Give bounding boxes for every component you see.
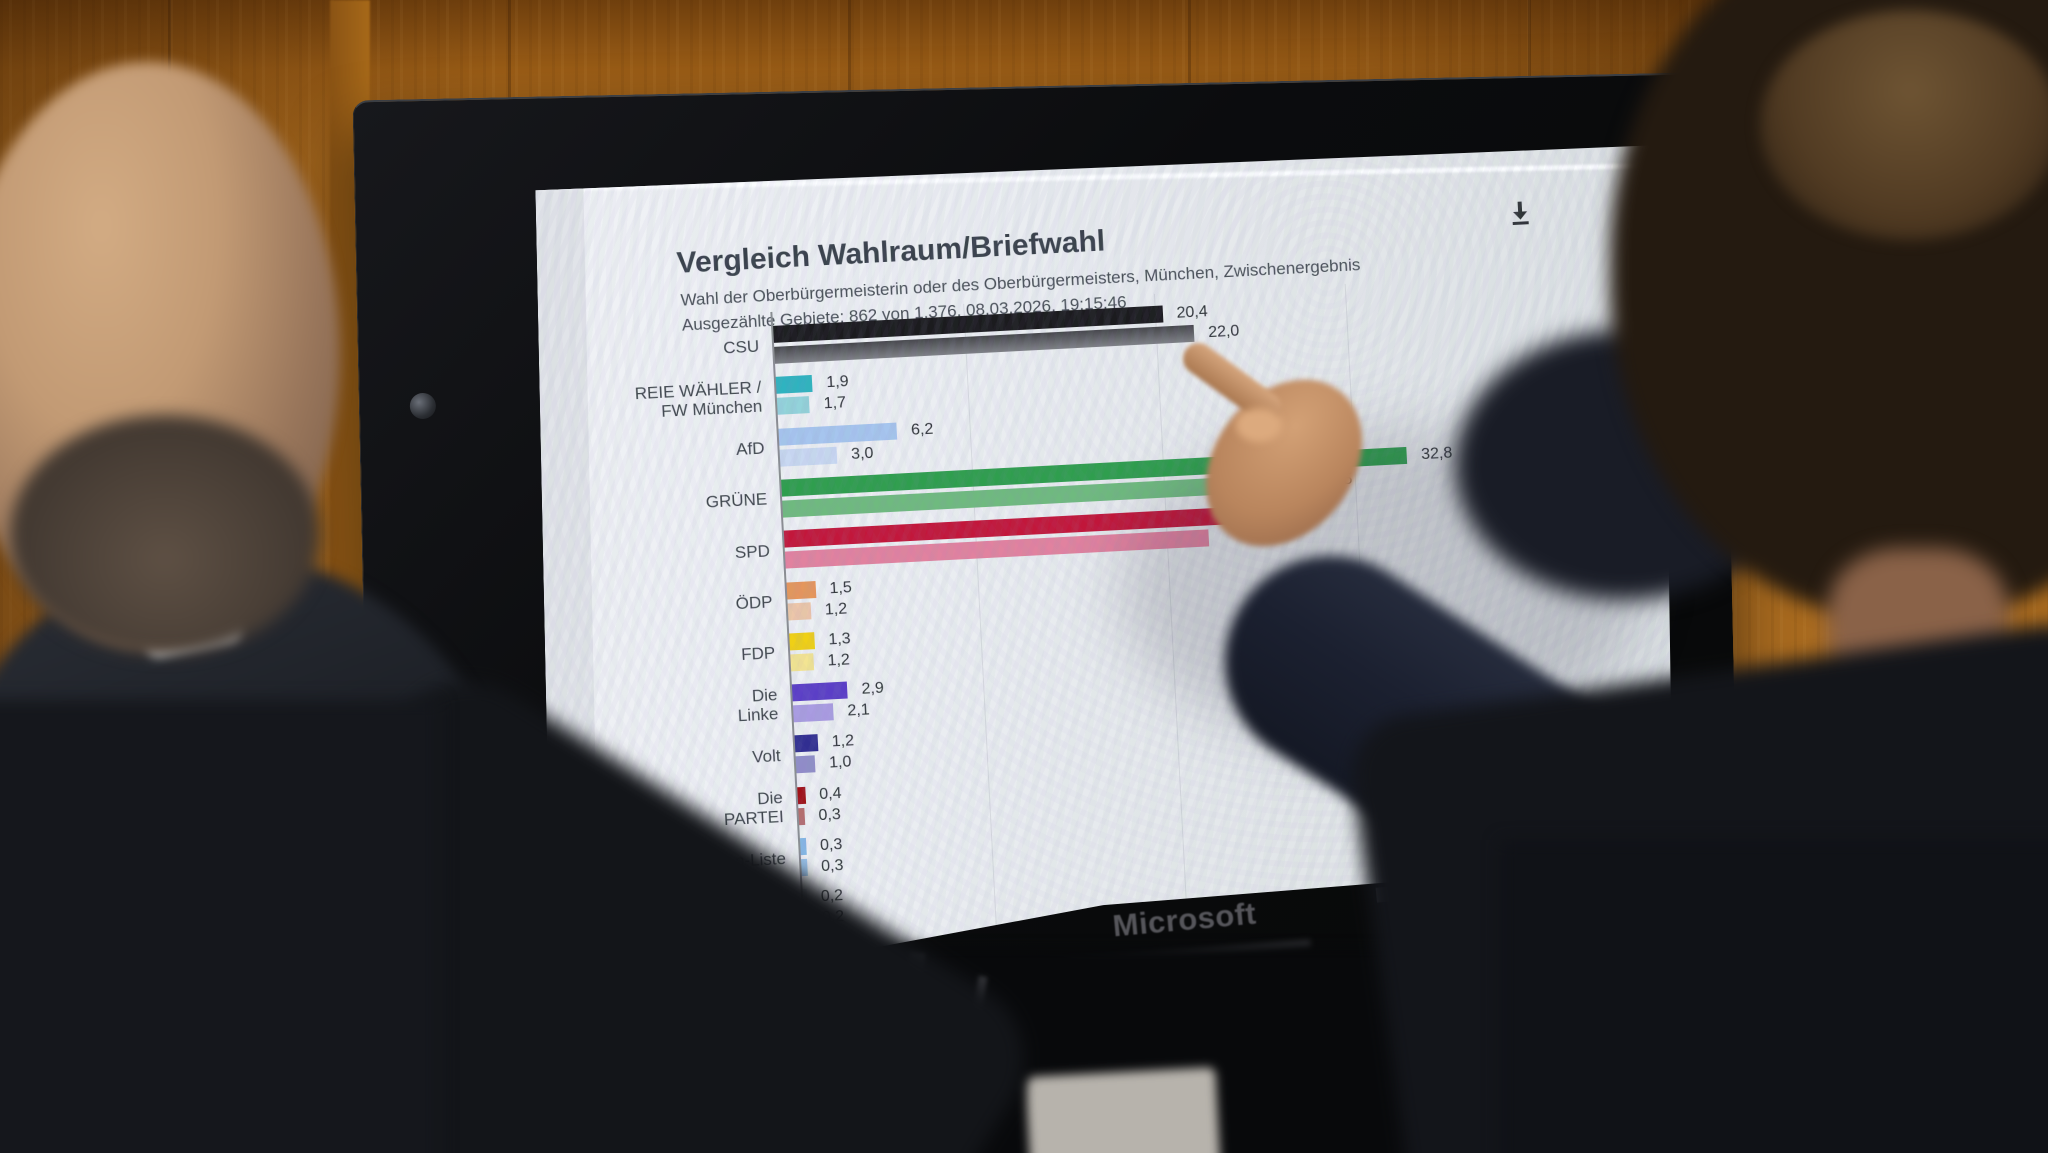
bar xyxy=(790,653,814,671)
bar-value-label: 1,2 xyxy=(827,651,851,670)
bar-value-label: 1,9 xyxy=(825,373,850,392)
bar xyxy=(778,422,897,445)
bar xyxy=(801,859,808,876)
bar-value-label: 2,9 xyxy=(861,679,885,698)
bar xyxy=(776,375,813,394)
bar-value-label: 1,2 xyxy=(831,732,855,751)
party-label: Die Linke xyxy=(737,685,779,726)
surface-hub-monitor: Vergleich Wahlraum/Briefwahl Wahl der Ob… xyxy=(352,71,1741,1027)
party-label: CSU xyxy=(722,336,760,358)
bar-value-label: 0,3 xyxy=(818,805,842,824)
person-left-jacket xyxy=(0,700,440,1153)
bar xyxy=(792,682,848,702)
bar-chart: Vergleich Wahlraum/Briefwahl Wahl der Ob… xyxy=(522,128,1692,1022)
bar-value-label: 22,0 xyxy=(1207,322,1240,342)
bar-value-label: 1,2 xyxy=(824,599,848,619)
table-surface xyxy=(1025,1067,1221,1153)
download-icon[interactable] xyxy=(1504,196,1536,228)
hand-knuckle xyxy=(1236,408,1282,442)
bar xyxy=(795,735,819,753)
party-label: REIE WÄHLER / FW München xyxy=(634,377,763,422)
camera-icon xyxy=(409,392,437,420)
party-label: FDP xyxy=(740,643,776,665)
bar xyxy=(789,632,815,650)
bar-value-label: 20,4 xyxy=(1176,303,1209,322)
bar-value-label: 2,1 xyxy=(846,701,871,720)
bar-value-label: 1,7 xyxy=(823,394,847,413)
person-left-hair xyxy=(10,415,320,655)
bar-value-label: 1,5 xyxy=(829,578,853,597)
party-label: ÖDP xyxy=(735,592,774,614)
bar xyxy=(798,808,805,825)
bar xyxy=(797,787,806,804)
party-label: SPD xyxy=(734,541,771,562)
bar-value-label: 1,0 xyxy=(828,753,852,772)
bar xyxy=(793,703,834,722)
bar-value-label: 0,3 xyxy=(820,856,844,876)
bar-value-label: 0,3 xyxy=(819,835,843,855)
display-screen: Vergleich Wahlraum/Briefwahl Wahl der Ob… xyxy=(535,145,1680,1004)
bar-value-label: 6,2 xyxy=(910,420,934,439)
party-label: GRÜNE xyxy=(705,489,768,513)
bar xyxy=(800,838,807,855)
person-right-torso xyxy=(1500,840,2048,1153)
bar-value-label: 0,4 xyxy=(818,784,842,803)
bar xyxy=(780,446,838,466)
person-right-hair xyxy=(1760,10,2048,240)
bar-value-label: 1,3 xyxy=(827,630,852,649)
bar xyxy=(786,581,815,599)
party-label: AfD xyxy=(735,438,765,460)
bar xyxy=(777,396,810,415)
bar xyxy=(788,602,812,620)
bar-value-label: 3,0 xyxy=(850,444,874,463)
bar xyxy=(796,756,816,774)
